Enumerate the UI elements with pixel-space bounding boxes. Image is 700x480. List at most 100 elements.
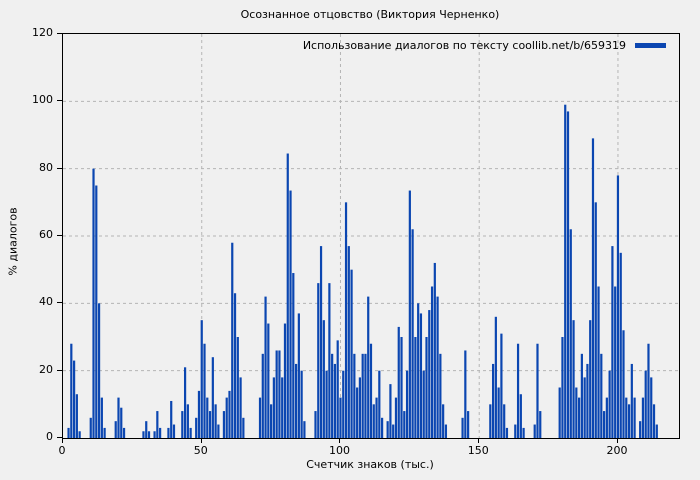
- bar: [494, 316, 497, 438]
- bar: [181, 411, 184, 438]
- bar: [519, 394, 522, 438]
- bar: [278, 350, 281, 438]
- bar: [206, 397, 209, 438]
- bar: [397, 326, 400, 438]
- bar: [333, 363, 337, 438]
- bar: [153, 431, 156, 438]
- bar: [652, 404, 656, 438]
- x-axis-label: Счетчик знаков (тыс.): [306, 458, 434, 471]
- bar: [300, 370, 303, 438]
- bar: [572, 320, 575, 438]
- bar: [644, 370, 647, 438]
- bar: [200, 320, 203, 438]
- bar: [405, 370, 409, 438]
- bar: [500, 333, 503, 438]
- bar: [195, 417, 198, 438]
- bar: [647, 343, 650, 438]
- bar: [575, 387, 578, 438]
- bar: [186, 404, 189, 438]
- bar: [464, 350, 467, 438]
- bar: [183, 367, 187, 438]
- bar: [78, 431, 81, 438]
- y-tick-label: 80: [39, 160, 53, 174]
- bar: [627, 404, 631, 438]
- y-tick-mark: [57, 235, 62, 236]
- bar: [411, 229, 414, 438]
- bar: [566, 111, 570, 438]
- bar: [120, 407, 123, 438]
- bar: [145, 421, 148, 438]
- bar: [611, 246, 614, 438]
- legend: Использование диалогов по тексту coollib…: [303, 39, 666, 52]
- bar: [159, 427, 162, 438]
- bar: [189, 427, 192, 438]
- bar: [100, 397, 103, 438]
- y-tick-mark: [57, 302, 62, 304]
- bar: [97, 303, 101, 438]
- y-tick-label: 0: [46, 430, 53, 443]
- bar: [236, 337, 239, 438]
- bar: [442, 404, 445, 438]
- chart-title: Осознанное отцовство (Виктория Черненко): [240, 8, 500, 21]
- x-tick-mark: [616, 438, 618, 443]
- bar: [289, 190, 292, 438]
- x-tick-label: 150: [467, 444, 489, 457]
- bar: [561, 337, 564, 438]
- x-tick-label: 100: [328, 444, 350, 457]
- bar: [217, 424, 220, 438]
- bar: [514, 424, 517, 438]
- bar: [225, 397, 228, 438]
- bar: [331, 353, 334, 438]
- bar: [536, 343, 539, 438]
- bar: [95, 185, 98, 438]
- bar: [578, 397, 581, 438]
- bar: [347, 246, 350, 438]
- bar: [558, 387, 561, 438]
- bar: [156, 411, 159, 438]
- bar: [342, 370, 345, 438]
- bar: [75, 394, 78, 438]
- bar: [142, 431, 145, 438]
- bar: [317, 283, 320, 438]
- bar: [589, 320, 592, 438]
- bar: [264, 296, 267, 438]
- bar: [516, 343, 520, 438]
- bar: [364, 353, 367, 438]
- bar: [422, 370, 425, 438]
- bar: [467, 411, 470, 438]
- y-tick-mark: [57, 437, 62, 438]
- bar: [228, 390, 231, 438]
- bar: [608, 370, 611, 438]
- bar: [353, 353, 356, 438]
- bar: [211, 357, 214, 438]
- bar: [633, 397, 636, 438]
- x-tick-label: 50: [193, 444, 208, 457]
- bar: [539, 411, 542, 438]
- bar: [297, 313, 300, 438]
- bar: [328, 283, 331, 438]
- bar: [602, 411, 606, 438]
- bar: [641, 397, 645, 438]
- bar: [586, 363, 589, 438]
- bar: [272, 377, 275, 438]
- bar: [89, 417, 92, 438]
- y-tick-label: 120: [32, 26, 53, 39]
- bar: [505, 427, 509, 438]
- bar: [358, 377, 361, 438]
- bar: [170, 400, 173, 438]
- bar: [650, 377, 653, 438]
- bar: [369, 343, 373, 438]
- bar: [639, 421, 642, 438]
- legend-label: Использование диалогов по тексту coollib…: [302, 39, 626, 52]
- bar: [600, 353, 603, 438]
- y-tick-label: 40: [39, 295, 53, 309]
- bar: [386, 421, 389, 438]
- bar: [239, 377, 242, 438]
- bar: [270, 404, 273, 438]
- bar: [314, 411, 317, 438]
- bar: [92, 168, 95, 438]
- bar: [461, 417, 464, 438]
- bar: [594, 202, 597, 438]
- bar: [375, 397, 378, 438]
- y-tick-label: 60: [39, 228, 53, 241]
